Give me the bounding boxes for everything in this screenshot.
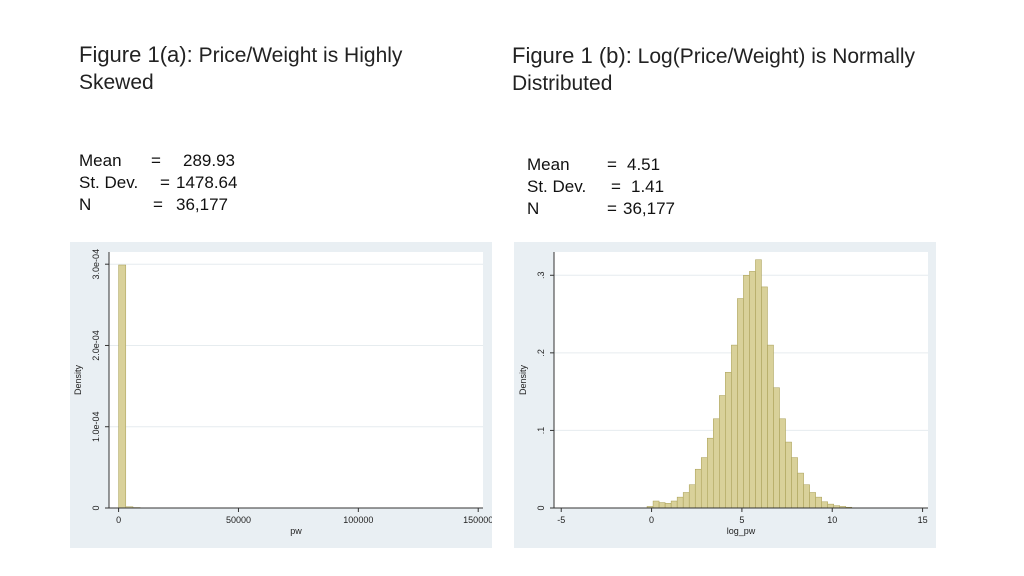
figure-a-stat-n: N = 36,177 — [79, 194, 237, 216]
histogram-bar — [743, 275, 750, 509]
y-axis-label: Density — [73, 364, 83, 395]
x-tick-label: 150000 — [463, 515, 492, 525]
figure-a-title-line2: Skewed — [79, 71, 154, 94]
figure-a-stat-sd: St. Dev. = 1478.64 — [79, 172, 237, 194]
chart-panel-b: 0 .1 .2 .3 -5 0 5 10 15 log_pw Density — [514, 242, 936, 548]
stat-name: Mean — [527, 155, 570, 174]
histogram-bar — [785, 441, 792, 509]
histogram-bar — [118, 264, 127, 509]
chart-panel-a: 0 1.0e-04 2.0e-04 3.0e-04 0 50000 100000 150000… — [70, 242, 493, 548]
x-axis-label: pw — [290, 526, 302, 536]
y-tick-label: 1.0e-04 — [91, 411, 101, 442]
histogram-bar — [676, 496, 684, 509]
figure-b-stat-mean: Mean = 4.51 — [527, 154, 675, 176]
stat-name: N — [79, 195, 92, 214]
y-tick-label: 3.0e-04 — [91, 249, 101, 280]
stat-equals: = — [151, 151, 161, 170]
stat-name: N — [527, 199, 540, 218]
x-tick-label: 0 — [649, 515, 654, 525]
histogram-bar — [670, 500, 678, 509]
histogram-bar — [694, 468, 702, 509]
histogram-bar — [791, 457, 798, 509]
figure-a-title-rest: Price/Weight is Highly — [198, 44, 403, 67]
histogram-bar — [749, 271, 756, 509]
stat-value: 4.51 — [627, 155, 661, 174]
y-tick-label: .3 — [536, 272, 546, 280]
y-tick-label: 0 — [536, 505, 546, 510]
figure-b-stats: Mean = 4.51 St. Dev. = 1.41 N = 36,177 — [527, 154, 675, 220]
stat-value: 36,177 — [623, 199, 675, 218]
histogram-bar — [719, 395, 726, 509]
histogram-bar — [707, 437, 714, 509]
x-tick-label: -5 — [557, 515, 565, 525]
x-tick-label: 100000 — [343, 515, 373, 525]
histogram-bar — [815, 496, 822, 509]
stat-equals: = — [153, 195, 163, 214]
figure-b-title-lead: Figure 1 (b): — [512, 43, 632, 68]
x-tick-label: 5 — [739, 515, 744, 525]
stat-equals: = — [611, 177, 621, 196]
y-axis-label: Density — [518, 364, 528, 395]
histogram-bar — [664, 503, 672, 509]
stat-value: 289.93 — [183, 151, 235, 170]
histogram-bar — [821, 501, 828, 509]
plot-area — [109, 252, 483, 508]
histogram-log-pw: 0 .1 .2 .3 -5 0 5 10 15 log_pw Density — [518, 252, 928, 536]
figure-b-title: Figure 1 (b): Log(Price/Weight) is Norma… — [512, 42, 915, 97]
histogram-bar — [652, 500, 660, 509]
histogram-bar — [731, 344, 738, 509]
y-tick-label: .2 — [536, 349, 546, 357]
histogram-bar — [737, 298, 744, 509]
stat-value: 1478.64 — [176, 173, 238, 192]
stat-value: 36,177 — [176, 195, 228, 214]
stat-equals: = — [160, 173, 170, 192]
stat-name: Mean — [79, 151, 122, 170]
figure-a-stats: Mean = 289.93 St. Dev. = 1478.64 N = 36,177 — [79, 150, 237, 216]
histogram-bar — [767, 344, 774, 509]
histogram-bar — [658, 502, 666, 509]
histogram-bar — [803, 484, 810, 509]
x-axis-label: log_pw — [727, 526, 756, 536]
y-tick-label: .1 — [536, 427, 546, 435]
y-tick-label: 0 — [91, 505, 101, 510]
histogram-bar — [797, 472, 804, 509]
histogram-bar — [725, 371, 732, 509]
stat-value: 1.41 — [631, 177, 665, 196]
figure-b-stat-n: N = 36,177 — [527, 198, 675, 220]
figure-b-title-rest: Log(Price/Weight) is Normally — [637, 45, 916, 68]
x-tick-label: 15 — [918, 515, 928, 525]
x-tick-label: 0 — [116, 515, 121, 525]
histogram-bar — [688, 484, 696, 509]
histogram-bar — [761, 286, 768, 509]
figure-b-stat-sd: St. Dev. = 1.41 — [527, 176, 675, 198]
histogram-bar — [809, 492, 816, 509]
histogram-bar — [682, 492, 690, 509]
figure-a-title-lead: Figure 1(a): — [79, 42, 193, 67]
x-tick-label: 10 — [827, 515, 837, 525]
histogram-bar — [755, 259, 762, 509]
x-tick-label: 50000 — [226, 515, 251, 525]
figure-a-stat-mean: Mean = 289.93 — [79, 150, 237, 172]
histogram-pw: 0 1.0e-04 2.0e-04 3.0e-04 0 50000 100000 150000… — [73, 249, 493, 536]
figure-a-title: Figure 1(a): Price/Weight is Highly Skew… — [79, 41, 402, 96]
stat-equals: = — [607, 155, 617, 174]
stat-name: St. Dev. — [79, 173, 139, 192]
histogram-bar — [700, 457, 708, 509]
histogram-bar — [773, 387, 780, 509]
stat-equals: = — [607, 199, 617, 218]
stat-name: St. Dev. — [527, 177, 587, 196]
histogram-bar — [779, 418, 786, 509]
histogram-bar — [713, 418, 720, 509]
histogram-bar — [827, 503, 834, 509]
y-tick-label: 2.0e-04 — [91, 330, 101, 361]
figure-b-title-line2: Distributed — [512, 72, 613, 95]
